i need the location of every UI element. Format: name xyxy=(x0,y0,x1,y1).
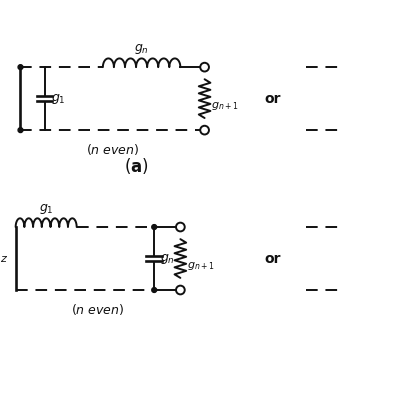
Circle shape xyxy=(18,128,23,132)
Circle shape xyxy=(200,126,209,134)
Text: $(n$ even$)$: $(n$ even$)$ xyxy=(72,302,125,317)
Text: $(\mathbf{a})$: $(\mathbf{a})$ xyxy=(124,156,149,176)
Text: $g_1$: $g_1$ xyxy=(51,92,65,106)
Text: $(n$ even$)$: $(n$ even$)$ xyxy=(86,142,139,157)
Text: or: or xyxy=(264,252,281,266)
Text: $g_n$: $g_n$ xyxy=(160,252,175,266)
Text: $g_{n+1}$: $g_{n+1}$ xyxy=(187,260,215,272)
Text: $g_1$: $g_1$ xyxy=(39,202,53,217)
Circle shape xyxy=(152,288,157,292)
Text: $z$: $z$ xyxy=(0,253,8,264)
Text: or: or xyxy=(264,92,281,106)
Circle shape xyxy=(200,63,209,72)
Circle shape xyxy=(176,223,185,231)
Circle shape xyxy=(176,286,185,294)
Text: $g_n$: $g_n$ xyxy=(134,42,149,57)
Text: $g_{n+1}$: $g_{n+1}$ xyxy=(211,100,239,112)
Circle shape xyxy=(18,65,23,70)
Circle shape xyxy=(152,225,157,230)
